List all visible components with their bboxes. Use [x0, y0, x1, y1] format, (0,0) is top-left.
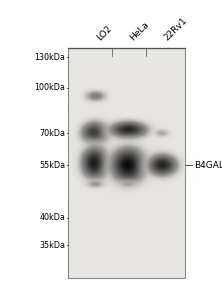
Bar: [68, 48, 185, 278]
Text: HeLa: HeLa: [128, 20, 151, 42]
Text: 35kDa: 35kDa: [39, 241, 65, 250]
Text: 100kDa: 100kDa: [34, 83, 65, 92]
Text: 70kDa: 70kDa: [39, 128, 65, 137]
Text: LO2: LO2: [95, 23, 114, 42]
Text: 40kDa: 40kDa: [39, 214, 65, 223]
Text: 55kDa: 55kDa: [39, 160, 65, 169]
Text: 130kDa: 130kDa: [34, 52, 65, 62]
Text: 22Rv1: 22Rv1: [162, 15, 189, 42]
Text: B4GALT1: B4GALT1: [194, 160, 222, 169]
